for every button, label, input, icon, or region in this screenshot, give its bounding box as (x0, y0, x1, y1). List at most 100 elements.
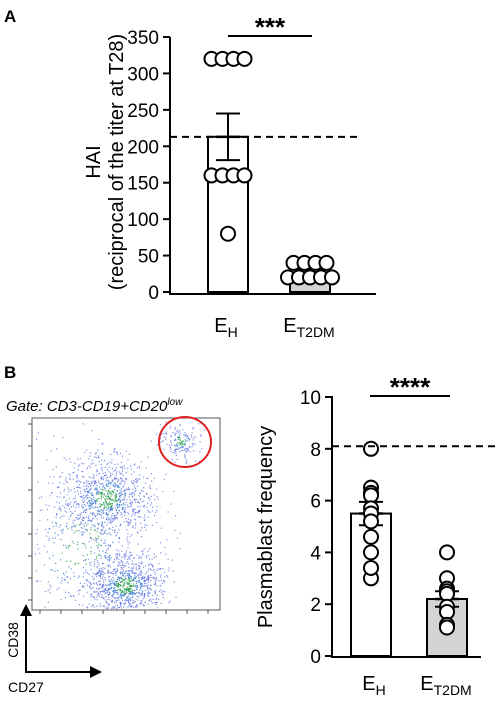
flow-event-dot (86, 530, 88, 532)
flow-event-dot (161, 433, 163, 435)
flow-event-dot (93, 496, 95, 499)
flow-event-dot (94, 501, 96, 503)
flow-event-dot (136, 586, 139, 588)
flow-event-dot (131, 560, 133, 562)
flow-event-dot (155, 582, 157, 584)
flow-event-dot (185, 435, 187, 437)
flow-event-dot (110, 507, 113, 509)
flow-event-dot (113, 606, 115, 608)
flow-event-dot (83, 489, 85, 491)
flow-event-dot (124, 603, 126, 605)
flow-event-dot (118, 495, 121, 497)
flow-event-dot (115, 493, 117, 495)
flow-event-dot (125, 552, 127, 555)
flow-event-dot (76, 490, 79, 492)
flow-event-dot (140, 557, 142, 559)
flow-event-dot (107, 594, 109, 596)
flow-event-dot (152, 577, 154, 579)
flow-event-dot (82, 507, 85, 509)
flow-event-dot (192, 427, 195, 429)
flow-event-dot (119, 500, 121, 503)
flow-event-dot (102, 567, 104, 569)
flow-event-dot (101, 573, 103, 575)
flow-event-dot (70, 568, 72, 570)
flow-event-dot (123, 499, 125, 501)
flow-event-dot (165, 431, 167, 433)
flow-event-dot (84, 528, 86, 530)
flow-event-dot (89, 533, 91, 535)
flow-event-dot (115, 592, 117, 594)
flow-event-dot (170, 448, 172, 450)
flow-event-dot (111, 518, 114, 520)
flow-event-dot (98, 497, 100, 500)
flow-event-dot (177, 438, 179, 440)
flow-event-dot (114, 531, 116, 533)
flow-event-dot (84, 509, 86, 511)
flow-event-dot (100, 529, 102, 532)
hai-y-tick-label: 100 (127, 210, 159, 231)
flow-event-dot (57, 576, 59, 579)
flow-event-dot (84, 544, 86, 546)
flow-event-dot (103, 605, 105, 607)
flow-event-dot (64, 507, 66, 509)
flow-event-dot (78, 529, 80, 532)
flow-event-dot (96, 500, 98, 502)
flow-event-dot (103, 590, 105, 592)
flow-event-dot (182, 443, 184, 445)
flow-event-dot (113, 515, 115, 517)
flow-event-dot (63, 488, 66, 490)
flow-event-dot (93, 475, 95, 477)
flow-event-dot (147, 574, 149, 576)
flow-event-dot (183, 448, 185, 450)
flow-event-dot (132, 594, 134, 596)
flow-event-dot (165, 433, 167, 435)
flow-event-dot (88, 458, 90, 460)
flow-event-dot (91, 501, 93, 503)
flow-event-dot (129, 585, 132, 587)
flow-event-dot (151, 564, 153, 566)
flow-event-dot (73, 525, 75, 527)
flow-event-dot (78, 593, 80, 595)
plasmablast-y-tick-label: 8 (310, 440, 321, 461)
flow-event-dot (63, 515, 65, 517)
flow-event-dot (117, 606, 119, 608)
flow-event-dot (103, 489, 105, 491)
flow-event-dot (96, 474, 98, 476)
flow-event-dot (182, 446, 184, 448)
flow-event-dot (109, 483, 112, 485)
flow-event-dot (147, 603, 149, 605)
flow-event-dot (156, 570, 158, 572)
flow-event-dot (161, 583, 164, 585)
flow-event-dot (52, 526, 54, 528)
flow-event-dot (141, 602, 143, 604)
flow-event-dot (142, 554, 144, 556)
flow-event-dot (117, 565, 119, 567)
flow-event-dot (66, 494, 68, 496)
flow-event-dot (95, 487, 97, 489)
flow-event-dot (85, 529, 88, 531)
flow-event-dot (131, 585, 133, 587)
flow-event-dot (146, 585, 148, 587)
flow-event-dot (106, 585, 108, 587)
flow-event-dot (185, 463, 187, 465)
flow-event-dot (143, 496, 145, 498)
flow-event-dot (34, 553, 36, 555)
flow-event-dot (193, 450, 195, 452)
flow-event-dot (114, 587, 116, 589)
flow-event-dot (87, 558, 89, 560)
flow-event-dot (132, 513, 134, 515)
flow-event-dot (103, 487, 105, 489)
flow-event-dot (104, 466, 106, 469)
flow-event-dot (140, 570, 143, 572)
flow-event-dot (83, 501, 85, 503)
flow-event-dot (138, 579, 140, 582)
flow-event-dot (147, 576, 149, 578)
flow-event-dot (109, 508, 112, 510)
flow-event-dot (95, 502, 97, 504)
flow-event-dot (59, 482, 61, 484)
flow-event-dot (111, 508, 113, 510)
flow-event-dot (48, 528, 50, 530)
flow-event-dot (53, 506, 56, 508)
flow-event-dot (92, 578, 94, 580)
flow-event-dot (95, 591, 97, 593)
